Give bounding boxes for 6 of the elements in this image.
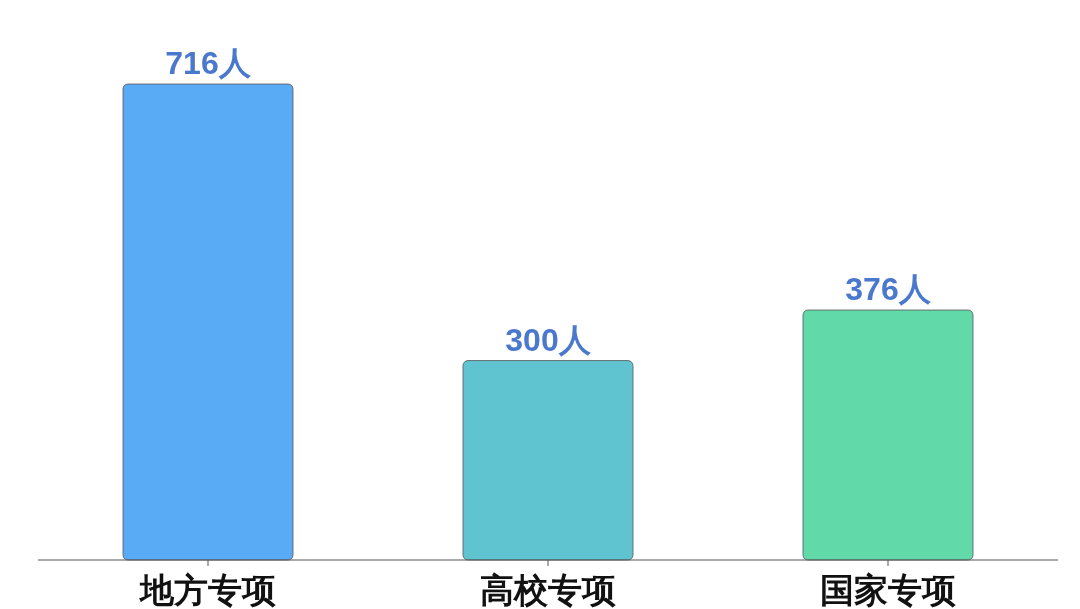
data-label: 376人	[845, 271, 932, 308]
x-tick-label: 高校专项	[480, 570, 616, 609]
data-label: 716人	[165, 45, 252, 81]
x-tick-label: 国家专项	[820, 570, 956, 609]
data-label: 300人	[505, 321, 592, 358]
x-tick-label: 地方专项	[138, 570, 276, 609]
